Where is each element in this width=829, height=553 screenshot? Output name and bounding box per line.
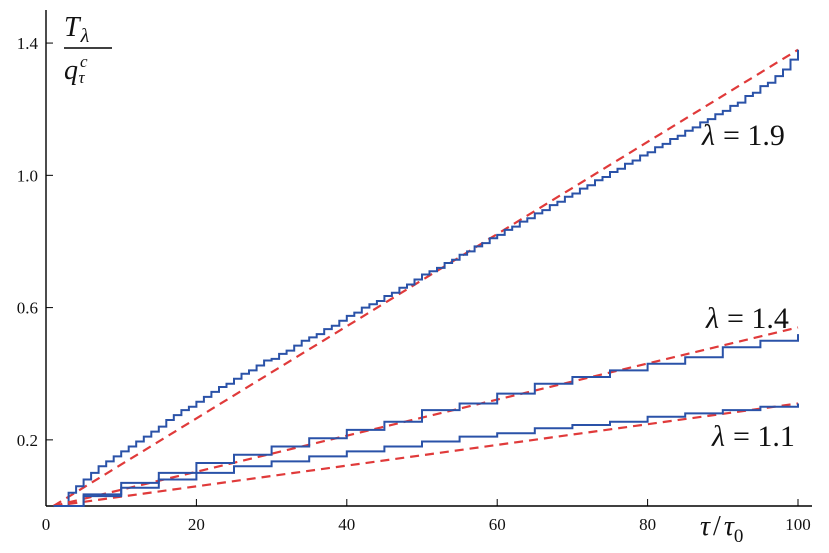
series-label: λ = 1.9 xyxy=(701,119,785,152)
x-tick-label: 100 xyxy=(785,515,811,534)
series-label: λ = 1.1 xyxy=(711,420,795,453)
fit-line xyxy=(52,48,799,507)
y-label-T: T xyxy=(64,12,82,43)
series-layer xyxy=(52,48,799,508)
ticks: 0 20 40 60 80 100 0.2 0.6 1.0 1.4 xyxy=(17,34,811,534)
series-label-lambda: λ xyxy=(701,119,715,152)
y-label-lambda: λ xyxy=(80,25,90,47)
y-label-c: c xyxy=(80,52,88,71)
series-label-lambda: λ xyxy=(711,420,725,453)
series-label-value: = 1.9 xyxy=(723,119,785,152)
x-tick-label: 80 xyxy=(639,515,656,534)
x-label-tau0: τ xyxy=(724,511,735,542)
svg-text:τ/τ0: τ / τ0 xyxy=(700,511,743,547)
y-label-tau: τ xyxy=(79,68,86,87)
axes: 0 20 40 60 80 100 0.2 0.6 1.0 1.4 xyxy=(17,10,812,534)
svg-text:Tλ: Tλ xyxy=(64,12,90,47)
y-label-q: q xyxy=(64,55,78,86)
y-tick-label: 1.4 xyxy=(17,34,39,53)
series-label: λ = 1.4 xyxy=(705,302,789,335)
step-line xyxy=(53,403,799,507)
series-3 xyxy=(53,402,799,508)
x-tick-label: 40 xyxy=(338,515,355,534)
series-2 xyxy=(53,326,799,508)
x-label-tau: τ xyxy=(700,511,711,542)
y-tick-label: 0.2 xyxy=(17,431,38,450)
step-line xyxy=(53,334,799,507)
x-tick-label: 20 xyxy=(188,515,205,534)
series-label-lambda: λ xyxy=(705,302,719,335)
y-tick-label: 1.0 xyxy=(17,166,38,185)
x-label-zero: 0 xyxy=(734,526,744,547)
fit-line xyxy=(53,326,799,508)
y-tick-label: 0.6 xyxy=(17,299,38,318)
series-1 xyxy=(52,48,799,507)
fit-line xyxy=(53,402,799,508)
step-line xyxy=(57,49,799,507)
x-tick-label: 0 xyxy=(42,515,51,534)
svg-text:qcτ: qcτ xyxy=(64,52,88,87)
x-tick-label: 60 xyxy=(489,515,506,534)
x-axis-label: τ / τ0 xyxy=(700,511,743,547)
series-label-value: = 1.1 xyxy=(733,420,795,453)
series-label-value: = 1.4 xyxy=(727,302,789,335)
x-label-slash: / xyxy=(713,511,721,542)
series-labels: λ = 1.9λ = 1.4λ = 1.1 xyxy=(701,119,795,453)
